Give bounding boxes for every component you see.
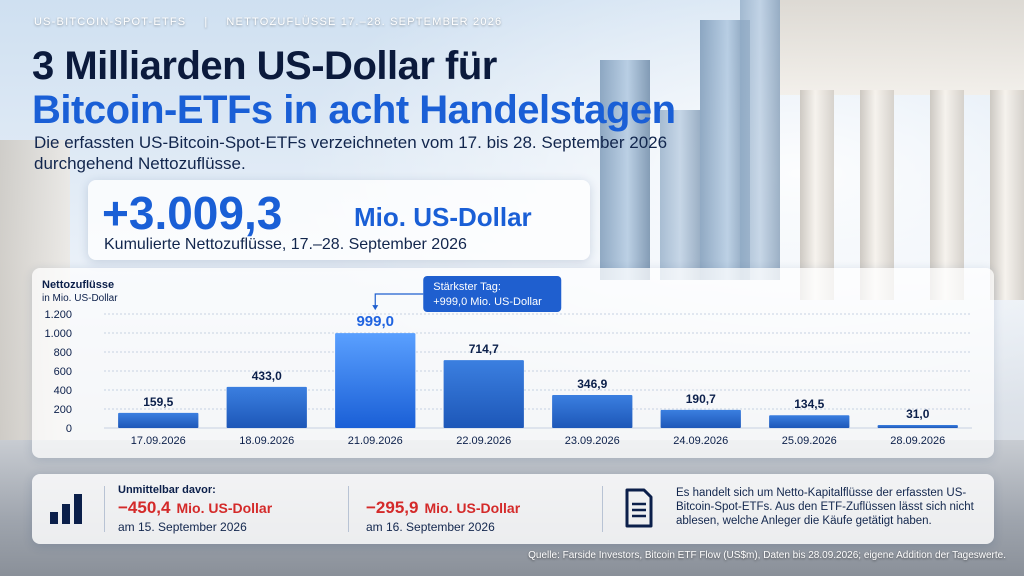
x-tick-label: 21.09.2026 [348,435,403,447]
x-tick-label: 28.09.2026 [890,435,945,447]
bottom-info-panel: Unmittelbar davor: −450,4 Mio. US-Dollar … [32,474,994,544]
kpi-unit: Mio. US-Dollar [354,202,532,232]
bar-value-label: 31,0 [906,407,930,421]
x-tick-label: 18.09.2026 [239,435,294,447]
bar-chart: Nettozuflüsse in Mio. US-Dollar 0 200 400 600… [42,276,972,447]
previous-day-2: −295,9 Mio. US-Dollar am 16. September 20… [366,498,520,534]
previous-days-title: Unmittelbar davor: [118,484,216,496]
bar [118,412,199,428]
bar-value-label: 714,7 [469,342,499,356]
callout-line-2: +999,0 Mio. US-Dollar [433,296,542,308]
source-note: Quelle: Farside Investors, Bitcoin ETF F… [528,550,1006,561]
bar [552,395,633,428]
background-pediment [780,0,1024,95]
y-axis-unit: in Mio. US-Dollar [42,293,118,304]
divider [348,486,349,532]
bar-value-label: 999,0 [356,313,394,330]
disclaimer-note: Es handelt sich um Netto-Kapitalflüsse d… [676,487,974,527]
bar [660,409,741,428]
bar-chart-icon [50,494,82,524]
x-tick-label: 24.09.2026 [673,435,728,447]
background-column [800,90,834,300]
callout-arrowhead [372,305,379,311]
divider [104,486,105,532]
background-skyscraper [660,110,700,280]
previous-day-2-date: am 16. September 2026 [366,520,495,534]
bar-value-label: 134,5 [794,397,824,411]
background-skyscraper [600,60,650,280]
bar-value-label: 433,0 [252,369,282,383]
title-line-2: Bitcoin-ETFs in acht Handelstagen [32,88,676,132]
document-icon [625,488,653,528]
bar-value-label: 159,5 [143,395,173,409]
chart-panel: Nettozuflüsse in Mio. US-Dollar 0 200 400 600… [32,268,994,458]
callout-line-1: Stärkster Tag: [433,281,501,293]
background-column [930,90,964,300]
callout-connector [374,293,424,310]
bar-value-label: 190,7 [686,392,716,406]
y-tick-label: 1.000 [44,328,72,340]
kicker-period: NETTOZUFLÜSSE 17.–28. SEPTEMBER 2026 [226,16,503,28]
previous-day-2-unit: Mio. US-Dollar [424,500,521,516]
y-tick-label: 1.200 [44,309,72,321]
previous-day-1-value: −450,4 [118,498,171,517]
x-tick-label: 23.09.2026 [565,435,620,447]
bar-highlight [335,333,416,428]
y-tick-label: 0 [66,423,72,435]
bar-value-label: 346,9 [577,377,607,391]
x-tick-label: 17.09.2026 [131,435,186,447]
background-column [860,90,894,300]
previous-day-1-date: am 15. September 2026 [118,520,247,534]
kicker-topic: US-BITCOIN-SPOT-ETFS [34,16,187,28]
y-tick-label: 400 [54,385,72,397]
previous-day-1-unit: Mio. US-Dollar [176,500,273,516]
x-tick-label: 25.09.2026 [782,435,837,447]
kicker-separator: | [204,16,209,28]
background-column [990,90,1024,300]
y-tick-label: 600 [54,366,72,378]
previous-day-1: −450,4 Mio. US-Dollar am 15. September 20… [118,498,272,534]
subtitle: Die erfassten US-Bitcoin-Spot-ETFs verze… [34,133,668,173]
bar [443,360,524,428]
bar [877,425,958,428]
x-tick-label: 22.09.2026 [456,435,511,447]
kpi-value: +3.009,3 [102,187,283,239]
divider [602,486,603,532]
kicker: US-BITCOIN-SPOT-ETFS | NETTOZUFLÜSSE 17.–2… [34,16,502,28]
bar [769,415,850,428]
kpi-label: Kumulierte Nettozuflüsse, 17.–28. Septem… [104,236,467,253]
y-tick-label: 200 [54,404,72,416]
kpi-card: +3.009,3 Mio. US-Dollar Kumulierte Netto… [88,180,590,260]
y-axis-title: Nettozuflüsse [42,279,114,291]
previous-day-2-value: −295,9 [366,498,419,517]
callout-box [423,276,562,312]
y-tick-label: 800 [54,347,72,359]
background-skyscraper [740,0,780,280]
title-line-1: 3 Milliarden US-Dollar für [32,44,497,88]
bar [226,386,307,428]
